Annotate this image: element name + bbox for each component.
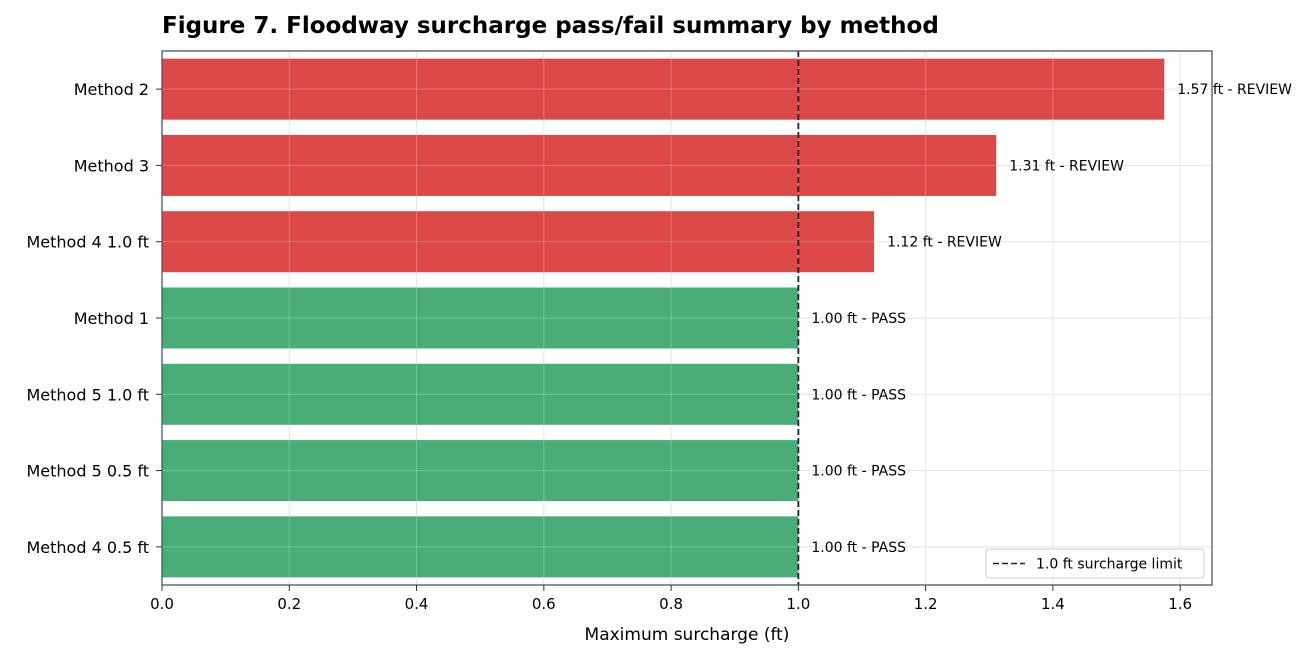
bar-2 — [162, 211, 875, 273]
x-tick-label: 0.8 — [659, 595, 683, 613]
data-label: 1.00 ft - PASS — [811, 540, 906, 556]
category-label: Method 4 1.0 ft — [26, 233, 149, 252]
x-tick-label: 1.0 — [786, 595, 810, 613]
bar-1 — [162, 134, 997, 196]
legend-box — [985, 548, 1205, 579]
legend: 1.0 ft surcharge limit — [985, 548, 1205, 579]
category-label: Method 3 — [74, 156, 149, 175]
category-label: Method 2 — [74, 80, 149, 99]
grid-lines-overlay — [161, 51, 1212, 585]
bar-5 — [162, 440, 799, 502]
data-labels: 1.57 ft - REVIEW 1.31 ft - REVIEW 1.12 ft … — [811, 82, 1292, 556]
category-label: Method 4 0.5 ft — [26, 538, 149, 557]
chart-title: Figure 7. Floodway surcharge pass/fail s… — [162, 13, 939, 39]
legend-entry-surcharge-limit: 1.0 ft surcharge limit — [1036, 557, 1183, 573]
bar-0 — [162, 58, 1165, 120]
data-label: 1.31 ft - REVIEW — [1009, 158, 1124, 174]
category-label: Method 5 1.0 ft — [26, 385, 149, 404]
category-label: Method 1 — [74, 309, 149, 328]
x-tick-label: 0.0 — [150, 595, 174, 613]
bar-6 — [162, 516, 799, 578]
data-label: 1.00 ft - PASS — [811, 464, 906, 480]
data-label: 1.12 ft - REVIEW — [887, 235, 1002, 251]
data-label: 1.57 ft - REVIEW — [1177, 82, 1292, 98]
x-tick-label: 1.4 — [1041, 595, 1065, 613]
x-tick-label: 1.2 — [914, 595, 938, 613]
data-label: 1.00 ft - PASS — [811, 311, 906, 327]
bar-3 — [162, 287, 799, 349]
y-axis-ticks: Method 2 Method 3 Method 4 1.0 ft Method 1 M… — [26, 80, 162, 557]
x-tick-label: 1.6 — [1168, 595, 1192, 613]
x-tick-label: 0.4 — [405, 595, 429, 613]
x-tick-label: 0.2 — [277, 595, 301, 613]
bars — [162, 58, 1165, 578]
x-tick-label: 0.6 — [532, 595, 556, 613]
x-axis-ticks: 0.0 0.2 0.4 0.6 0.8 1.0 1.2 1.4 1.6 — [150, 585, 1192, 613]
data-label: 1.00 ft - PASS — [811, 387, 906, 403]
bar-4 — [162, 363, 799, 425]
category-label: Method 5 0.5 ft — [26, 462, 149, 481]
x-axis-label: Maximum surcharge (ft) — [585, 625, 790, 645]
